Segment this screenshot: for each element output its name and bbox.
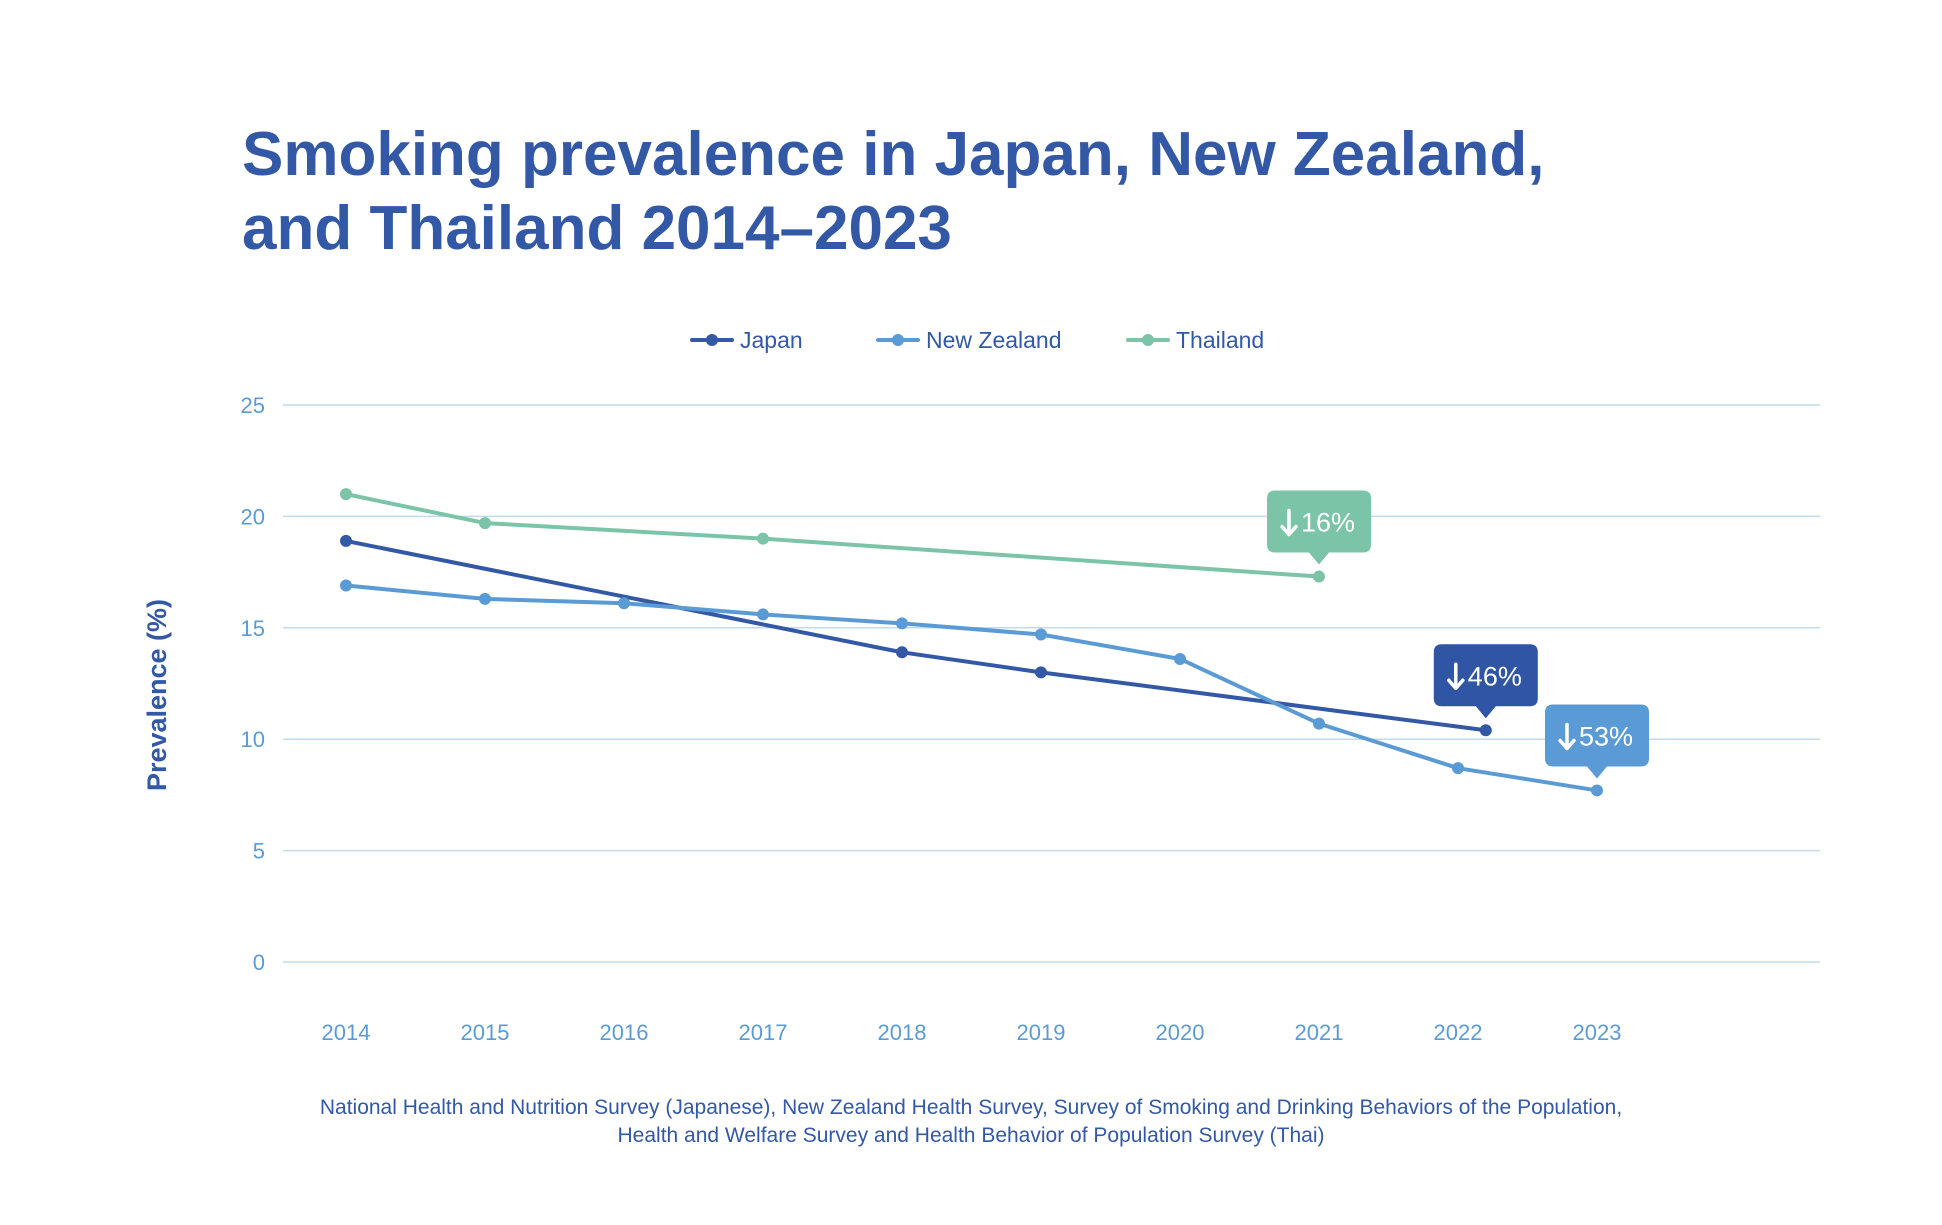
legend-item-new-zealand: New Zealand <box>876 327 1062 353</box>
callout-new-zealand: 53% <box>1545 704 1649 779</box>
series-line-japan <box>344 538 1488 733</box>
data-point-new-zealand-2022 <box>1452 762 1464 775</box>
legend-item-thailand: Thailand <box>1126 327 1264 353</box>
data-point-new-zealand-2023 <box>1591 784 1603 797</box>
data-point-japan-2018 <box>896 646 908 659</box>
legend-swatch-marker <box>706 334 718 346</box>
legend-label: Japan <box>740 327 803 353</box>
x-axis-ticks: 2014 2015 2016 2017 2018 2019 2020 2021 2022 2023 <box>322 1020 1622 1045</box>
data-point-new-zealand-2016 <box>618 597 630 610</box>
legend-swatch-marker <box>1142 334 1154 346</box>
callout-badge <box>1267 490 1371 565</box>
source-note-line-2: Health and Welfare Survey and Health Beh… <box>618 1124 1325 1147</box>
chart-title-line-1: Smoking prevalence in Japan, New Zealand… <box>242 120 1544 189</box>
change-callouts: 46% 53% 16% <box>1267 490 1649 779</box>
data-point-thailand-2015 <box>479 517 491 530</box>
data-point-new-zealand-2015 <box>479 592 491 605</box>
data-point-thailand-2014 <box>340 488 352 501</box>
arrow-down-icon <box>1558 722 1576 751</box>
data-point-new-zealand-2021 <box>1313 717 1325 730</box>
x-tick-2022: 2022 <box>1434 1020 1483 1045</box>
callout-badge <box>1545 704 1649 779</box>
y-axis-label: Prevalence (%) <box>142 599 172 791</box>
legend-item-japan: Japan <box>690 327 803 353</box>
data-point-new-zealand-2014 <box>340 579 352 592</box>
y-tick-5: 5 <box>253 839 265 864</box>
data-point-new-zealand-2017 <box>757 608 769 621</box>
gridlines <box>283 404 1820 963</box>
x-tick-2020: 2020 <box>1156 1020 1205 1045</box>
data-point-japan-2014 <box>340 534 352 547</box>
data-point-new-zealand-2018 <box>896 617 908 630</box>
y-tick-20: 20 <box>241 504 265 529</box>
y-tick-10: 10 <box>241 727 265 752</box>
data-point-thailand-2021 <box>1313 570 1325 583</box>
callout-badge <box>1433 644 1538 719</box>
arrow-down-icon <box>1280 508 1298 537</box>
x-tick-2019: 2019 <box>1017 1020 1066 1045</box>
data-point-new-zealand-2019 <box>1035 628 1047 641</box>
x-tick-2017: 2017 <box>739 1020 788 1045</box>
legend-label: New Zealand <box>926 327 1062 353</box>
series-new-zealand <box>340 579 1603 797</box>
callout-value: 46% <box>1468 661 1522 691</box>
chart-title-line-2: and Thailand 2014–2023 <box>242 194 952 263</box>
series-lines <box>340 488 1603 797</box>
callout-value: 16% <box>1301 508 1355 538</box>
legend-label: Thailand <box>1176 327 1264 353</box>
series-japan <box>340 534 1492 737</box>
source-note-line-1: National Health and Nutrition Survey (Ja… <box>320 1096 1622 1119</box>
y-tick-25: 25 <box>241 393 265 418</box>
callout-value: 53% <box>1579 721 1633 751</box>
series-line-new-zealand <box>344 583 1599 793</box>
x-tick-2016: 2016 <box>600 1020 649 1045</box>
callout-japan: 46% <box>1433 644 1538 719</box>
arrow-down-icon <box>1447 662 1465 691</box>
x-tick-2015: 2015 <box>461 1020 510 1045</box>
x-tick-2018: 2018 <box>878 1020 927 1045</box>
chart-legend: Japan New Zealand Thailand <box>690 327 1264 353</box>
y-tick-15: 15 <box>241 616 265 641</box>
series-thailand <box>340 488 1325 583</box>
series-line-thailand <box>344 492 1321 579</box>
legend-swatch-marker <box>892 334 904 346</box>
data-point-thailand-2017 <box>757 532 769 545</box>
x-tick-2014: 2014 <box>322 1020 371 1045</box>
y-axis-ticks: 0 5 10 15 20 25 <box>241 393 265 975</box>
y-tick-0: 0 <box>253 950 265 975</box>
data-point-new-zealand-2020 <box>1174 652 1186 665</box>
x-tick-2023: 2023 <box>1573 1020 1622 1045</box>
data-point-japan-2019 <box>1035 666 1047 679</box>
x-tick-2021: 2021 <box>1295 1020 1344 1045</box>
data-point-japan-2022.2 <box>1479 724 1492 737</box>
callout-thailand: 16% <box>1267 490 1371 565</box>
